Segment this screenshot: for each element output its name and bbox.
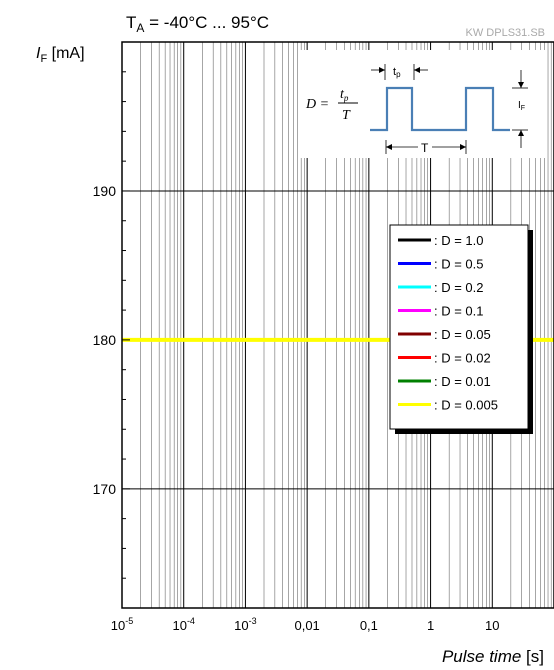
legend-label: : D = 0.2 <box>434 280 484 295</box>
y-tick-label: 190 <box>93 183 117 199</box>
if-label: IF <box>518 100 525 112</box>
x-tick-base: 0,01 <box>294 618 319 633</box>
inset-background <box>300 50 545 158</box>
x-tick-base: 1 <box>427 618 434 633</box>
x-tick-base: 10 <box>111 618 125 633</box>
x-label-unit: [s] <box>521 647 544 666</box>
legend-label: : D = 0.02 <box>434 351 491 366</box>
x-tick-label: 10-3 <box>234 616 256 633</box>
x-axis-label: Pulse time [s] <box>442 647 544 666</box>
period-arrowhead-left <box>386 144 392 150</box>
watermark: KW DPLS31.SB <box>466 27 545 39</box>
x-label-main: Pulse time <box>442 647 521 666</box>
condition-base: T <box>126 13 136 32</box>
legend-label: : D = 0.05 <box>434 327 491 342</box>
y-ticks: 170 180 190 <box>93 41 130 609</box>
period-arrowhead-right <box>460 144 466 150</box>
x-tick-exponent: -3 <box>249 616 257 626</box>
legend-label: : D = 0.005 <box>434 398 498 413</box>
legend-label: : D = 1.0 <box>434 233 484 248</box>
x-tick-label: 0,1 <box>360 618 378 633</box>
x-tick-label: 10-4 <box>172 616 194 633</box>
x-tick-exponent: -4 <box>187 616 195 626</box>
if-label-base: I <box>518 100 521 111</box>
x-ticks: 10-5 10-4 10-3 0,01 0,1 1 10 <box>111 616 500 633</box>
if-arrowhead-bottom <box>518 130 524 136</box>
formula-lhs: D = <box>305 97 329 112</box>
temperature-condition: TA = -40°C ... 95°C <box>126 13 269 35</box>
legend-items: : D = 1.0 : D = 0.5 : D = 0.2 : D = 0.1 : D … <box>398 233 498 413</box>
pulse-inset: D = tp T tp T IF <box>300 50 545 158</box>
x-tick-exponent: -5 <box>125 616 133 626</box>
y-label-sub: F <box>40 53 47 65</box>
formula-denominator: T <box>342 108 351 123</box>
tp-arrowhead-right <box>414 67 420 73</box>
formula-numerator: tp <box>340 87 349 103</box>
tp-label: tp <box>393 66 401 79</box>
y-label-unit: [mA] <box>47 45 84 62</box>
x-tick-base: 10 <box>234 618 248 633</box>
legend-label: : D = 0.5 <box>434 257 484 272</box>
pulse-waveform <box>370 86 510 132</box>
x-tick-label: 10 <box>485 618 499 633</box>
x-tick-label: 10-5 <box>111 616 133 633</box>
x-tick-label: 1 <box>427 618 434 633</box>
y-tick-label: 180 <box>93 332 117 348</box>
legend: : D = 1.0 : D = 0.5 : D = 0.2 : D = 0.1 : D … <box>389 224 533 434</box>
plot-frame <box>121 41 554 609</box>
x-tick-base: 10 <box>485 618 499 633</box>
x-tick-base: 0,1 <box>360 618 378 633</box>
x-tick-base: 10 <box>172 618 186 633</box>
legend-label: : D = 0.1 <box>434 304 484 319</box>
if-arrowhead-top <box>518 82 524 88</box>
y-tick-label: 170 <box>93 481 117 497</box>
y-axis-label: IF [mA] <box>36 45 85 65</box>
if-label-sub: F <box>521 105 525 112</box>
formula-num-sub: p <box>343 93 349 103</box>
x-tick-label: 0,01 <box>294 618 319 633</box>
legend-box <box>389 224 529 430</box>
period-label: T <box>421 141 429 155</box>
condition-rest: = -40°C ... 95°C <box>144 13 269 32</box>
tp-label-sub: p <box>396 70 401 79</box>
y-label-base: I <box>36 45 41 62</box>
condition-sub: A <box>136 21 144 35</box>
legend-label: : D = 0.01 <box>434 374 491 389</box>
tp-label-base: t <box>393 66 396 78</box>
tp-arrowhead-left <box>379 67 385 73</box>
formula-num-base: t <box>340 87 345 102</box>
